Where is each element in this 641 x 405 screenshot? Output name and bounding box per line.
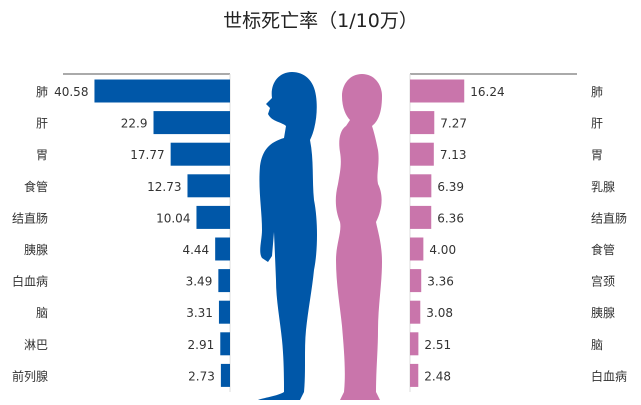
category-label: 胃 [36, 148, 48, 162]
data-label: 17.77 [130, 148, 164, 162]
bar [410, 79, 465, 103]
female-silhouette-icon [335, 74, 382, 400]
category-label: 淋巴 [24, 338, 48, 352]
category-label: 胰腺 [591, 306, 615, 320]
data-label: 22.9 [121, 117, 148, 131]
data-label: 3.31 [186, 306, 213, 320]
category-label: 白血病 [12, 274, 48, 289]
bar [153, 111, 230, 135]
bar [218, 269, 230, 293]
data-label: 2.51 [424, 338, 451, 352]
category-label: 宫颈 [591, 274, 615, 289]
category-label: 肺 [36, 85, 48, 99]
bar [196, 205, 230, 229]
bar [410, 363, 419, 387]
bar [187, 174, 230, 198]
data-label: 7.13 [440, 148, 467, 162]
data-label: 7.27 [440, 117, 467, 131]
bar [220, 332, 230, 356]
bar [410, 174, 432, 198]
data-label: 6.36 [437, 211, 464, 225]
bar [410, 111, 435, 135]
category-label: 前列腺 [12, 368, 48, 383]
data-label: 12.73 [147, 180, 181, 194]
category-label: 食管 [24, 179, 48, 194]
category-label: 乳腺 [591, 180, 615, 194]
data-label: 4.44 [182, 243, 209, 257]
data-label: 3.08 [426, 306, 453, 320]
data-label: 2.91 [188, 338, 215, 352]
category-label: 胃 [591, 148, 603, 162]
category-label: 结直肠 [591, 211, 627, 225]
category-label: 肝 [591, 117, 603, 131]
bar [170, 142, 230, 166]
data-label: 2.48 [424, 369, 451, 383]
data-label: 3.49 [186, 275, 213, 289]
bar [410, 142, 434, 166]
bar [94, 79, 230, 103]
bar [410, 300, 421, 324]
category-label: 食管 [591, 242, 615, 257]
data-label: 6.39 [437, 180, 464, 194]
data-label: 10.04 [156, 211, 190, 225]
bar [220, 363, 230, 387]
data-label: 40.58 [54, 85, 88, 99]
data-label: 4.00 [429, 243, 456, 257]
chart-title: 世标死亡率（1/10万） [223, 10, 418, 32]
data-label: 16.24 [470, 85, 504, 99]
bar [410, 237, 424, 261]
category-label: 肝 [36, 117, 48, 131]
data-label: 3.36 [427, 275, 454, 289]
male-silhouette-icon [258, 72, 317, 400]
bar [410, 205, 432, 229]
category-label: 脑 [591, 338, 603, 352]
bar [218, 300, 230, 324]
category-label: 胰腺 [24, 243, 48, 257]
category-label: 肺 [591, 85, 603, 99]
category-label: 白血病 [591, 368, 627, 383]
data-label: 2.73 [188, 369, 215, 383]
category-label: 结直肠 [12, 211, 48, 225]
bar [410, 332, 419, 356]
category-label: 脑 [36, 306, 48, 320]
bar [410, 269, 422, 293]
bar [215, 237, 230, 261]
